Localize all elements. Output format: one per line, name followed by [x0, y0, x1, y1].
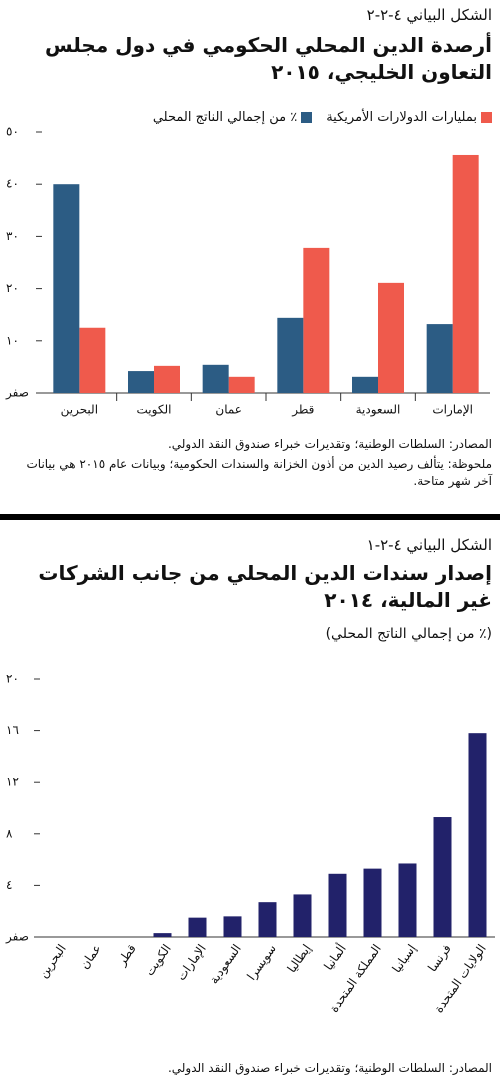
chart-title: إصدار سندات الدين المحلي من جانب الشركات…	[38, 561, 492, 612]
y-tick-label: ١٦	[6, 723, 19, 737]
x-tick-label: إيطاليا	[285, 942, 314, 976]
bar	[378, 282, 404, 393]
y-tick-label: ٢٠	[6, 672, 19, 686]
legend-swatch	[301, 112, 313, 123]
y-tick-label: ٨	[6, 826, 13, 840]
x-tick-label: الكويت	[142, 942, 174, 979]
sources: المصادر: السلطات الوطنية؛ وتقديرات خبراء…	[167, 1061, 492, 1075]
x-tick-label: البحرين	[61, 403, 98, 418]
note: ملحوظة: يتألف رصيد الدين من أذون الخزانة…	[26, 457, 492, 488]
bar	[79, 327, 106, 393]
chart: صفر ١٠ ٢٠ ٣٠ ٤٠ ٥٠ البحرين الكويت عمان قطر السعودي…	[5, 125, 490, 418]
y-tick-label: ٣٠	[6, 229, 19, 243]
legend-label: ٪ من إجمالي الناتج المحلي	[152, 110, 298, 125]
bar	[426, 324, 453, 393]
y-tick-label: ٥٠	[6, 125, 19, 139]
bar	[153, 933, 172, 937]
legend-swatch	[481, 112, 492, 123]
sources: المصادر: السلطات الوطنية؛ وتقديرات خبراء…	[167, 437, 492, 451]
bar	[258, 902, 277, 937]
bar	[53, 184, 80, 393]
bar	[352, 376, 378, 393]
chart: صفر ٤ ٨ ١٢ ١٦ ٢٠ البحرين عمان قطر الكويت الإماراتا…	[5, 672, 495, 1016]
bar	[202, 364, 229, 393]
bar	[363, 868, 382, 937]
x-tick-label: ألمانيا	[320, 941, 348, 973]
x-tick-label: الإمارات	[174, 942, 210, 984]
bar	[223, 916, 242, 937]
chart-title: أرصدة الدين المحلي الحكومي في دول مجلس ا…	[44, 33, 492, 84]
bar	[128, 371, 154, 393]
x-tick-label: عمان	[77, 942, 104, 972]
y-tick-label: ٤٠	[6, 177, 19, 191]
bar	[293, 894, 312, 937]
y-tick-label: ١٢	[6, 775, 19, 789]
bar	[228, 376, 255, 393]
legend-item: بمليارات الدولارات الأمريكية	[326, 110, 492, 125]
y-tick-label: صفر	[5, 386, 29, 401]
x-tick-label: إسبانيا	[389, 942, 418, 976]
bar	[452, 154, 479, 393]
x-tick-label: عمان	[215, 403, 242, 417]
y-tick-label: صفر	[5, 930, 29, 945]
x-tick-label: السعودية	[207, 942, 245, 987]
figure-label: الشكل البياني ٤-٢-٢	[366, 6, 492, 24]
chart-subtitle: (٪ من إجمالي الناتج المحلي)	[325, 626, 492, 642]
y-tick-label: ١٠	[6, 333, 19, 347]
x-tick-label: سويسرا	[244, 942, 279, 984]
bar	[468, 733, 487, 937]
divider	[0, 514, 500, 520]
legend-item: ٪ من إجمالي الناتج المحلي	[152, 110, 313, 125]
figure-label: الشكل البياني ٤-٢-١	[366, 536, 492, 554]
bar	[433, 817, 452, 937]
x-tick-label: البحرين	[36, 942, 70, 981]
bar	[303, 247, 330, 393]
x-tick-label: الكويت	[137, 403, 172, 418]
bar	[277, 317, 304, 393]
y-tick-label: ٢٠	[6, 281, 19, 295]
bar	[154, 365, 180, 393]
x-tick-label: الإمارات	[432, 403, 473, 418]
legend-label: بمليارات الدولارات الأمريكية	[326, 110, 477, 125]
bar	[328, 873, 347, 937]
x-tick-label: قطر	[114, 942, 140, 970]
x-tick-label: فرنسا	[425, 942, 455, 975]
bar	[188, 917, 207, 937]
y-tick-label: ٤	[6, 878, 12, 892]
bar	[398, 863, 417, 937]
legend: بمليارات الدولارات الأمريكية ٪ من إجمالي …	[8, 110, 492, 125]
x-tick-label: قطر	[291, 403, 314, 418]
x-tick-label: السعودية	[356, 403, 401, 418]
